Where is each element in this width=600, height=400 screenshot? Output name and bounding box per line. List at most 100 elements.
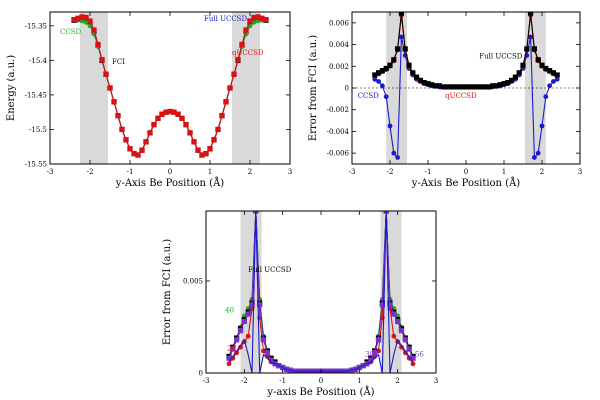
- point-quccsd: [235, 57, 241, 63]
- y-axis-label: Error from FCI (a.u.): [162, 239, 173, 345]
- point-20: [406, 355, 412, 361]
- point-56: [268, 357, 274, 363]
- point-reference: [406, 62, 412, 68]
- point-quccsd: [163, 109, 169, 115]
- y-tick-label: 0.004: [329, 41, 350, 49]
- y-tick-label: 0: [345, 85, 349, 93]
- point-56: [245, 311, 251, 317]
- point-quccsd: [143, 139, 149, 145]
- shaded-band: [80, 12, 108, 164]
- point-full-uccsd: [399, 34, 404, 40]
- point-56: [387, 302, 393, 308]
- point-reference: [376, 70, 382, 76]
- point-quccsd: [203, 151, 209, 157]
- point-20: [410, 361, 416, 367]
- point-reference: [440, 84, 446, 90]
- x-axis-label: y-Axis Be Position (Å): [115, 177, 224, 189]
- annotation-full-uccsd: Full UCCSD: [204, 15, 247, 23]
- point-56: [375, 337, 382, 343]
- point-reference: [554, 72, 560, 78]
- point-ccsd: [83, 19, 89, 25]
- point-reference: [459, 84, 465, 90]
- point-quccsd: [115, 113, 121, 119]
- x-tick-label: 2: [395, 377, 399, 385]
- point-56: [260, 337, 267, 343]
- annotation-20: 20: [227, 345, 236, 353]
- point-reference: [509, 77, 515, 83]
- x-axis-label: y-Axis Be Position (Å): [411, 177, 520, 189]
- x-tick-label: -1: [127, 168, 134, 176]
- point-full-uccsd: [380, 83, 385, 89]
- point-20: [402, 350, 408, 356]
- point-reference: [478, 84, 484, 90]
- point-20: [261, 348, 266, 354]
- point-reference: [429, 82, 435, 88]
- point-reference: [402, 46, 408, 52]
- point-reference: [547, 68, 553, 74]
- point-reference: [531, 46, 537, 52]
- point-20: [245, 333, 251, 339]
- point-20: [238, 344, 243, 350]
- point-reference: [535, 57, 541, 63]
- point-56: [237, 328, 244, 334]
- point-quccsd: [219, 113, 225, 119]
- plot-series: [71, 14, 269, 158]
- point-reference: [452, 84, 458, 90]
- y-tick-label: -15.45: [25, 91, 47, 99]
- point-reference: [512, 74, 518, 80]
- point-reference: [421, 79, 427, 86]
- y-tick-label: -15.55: [25, 161, 47, 169]
- annotation-quccsd: qUCCSD: [232, 49, 264, 57]
- point-quccsd: [91, 27, 97, 33]
- point-quccsd: [135, 152, 141, 158]
- x-tick-label: -3: [349, 168, 356, 176]
- point-20: [234, 350, 240, 356]
- x-tick-label: 3: [578, 168, 582, 176]
- point-reference: [520, 62, 526, 68]
- point-reference: [471, 84, 477, 90]
- point-quccsd: [95, 41, 101, 48]
- point-full-uccsd: [535, 150, 541, 156]
- point-quccsd: [75, 15, 81, 21]
- point-56: [406, 346, 412, 352]
- point-reference: [398, 12, 404, 16]
- point-20: [230, 355, 236, 361]
- point-20: [391, 333, 397, 339]
- point-reference: [414, 74, 420, 80]
- point-ccsd: [255, 18, 261, 24]
- point-quccsd: [171, 109, 177, 115]
- x-axis-label: y-axis Be Position (Å): [266, 386, 374, 398]
- y-tick-label: 0.006: [329, 19, 350, 27]
- point-reference: [417, 77, 423, 83]
- x-tick-label: 0: [464, 168, 468, 176]
- point-quccsd: [139, 147, 145, 153]
- y-tick-label: 0: [199, 370, 203, 378]
- point-quccsd: [195, 147, 201, 153]
- point-reference: [528, 12, 534, 16]
- point-quccsd: [87, 18, 93, 24]
- point-quccsd: [123, 137, 129, 143]
- point-reference: [433, 83, 439, 89]
- point-quccsd: [155, 115, 161, 121]
- y-axis-label: Energy (a.u.): [6, 55, 17, 121]
- x-tick-label: 0: [319, 377, 323, 385]
- x-tick-label: -2: [87, 168, 94, 176]
- point-quccsd: [187, 130, 193, 136]
- annotation-40: 40: [225, 306, 234, 314]
- point-56: [402, 337, 408, 343]
- point-quccsd: [127, 146, 133, 152]
- point-full-uccsd: [528, 34, 533, 40]
- y-tick-label: -15.5: [29, 126, 47, 134]
- point-56: [391, 311, 397, 317]
- x-tick-label: 0: [168, 168, 172, 176]
- point-quccsd: [191, 139, 197, 145]
- point-56: [257, 302, 263, 308]
- shaded-band: [232, 12, 260, 164]
- annotation-full-uccsd: Full UCCSD: [479, 53, 522, 61]
- x-tick-label: 1: [502, 168, 506, 176]
- x-tick-label: -3: [203, 377, 210, 385]
- point-56: [234, 337, 240, 343]
- panel-error: -3 -2 -1 0 1 2 3 -0.006 -0.004 -0.002 0 0.002 0.004 0…: [308, 11, 582, 189]
